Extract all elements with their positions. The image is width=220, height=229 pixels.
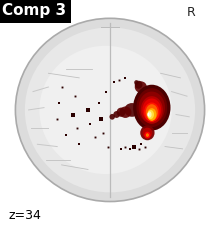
Ellipse shape (144, 132, 150, 139)
Ellipse shape (135, 81, 147, 93)
Ellipse shape (117, 108, 125, 117)
Ellipse shape (110, 114, 115, 120)
Ellipse shape (15, 18, 205, 202)
Ellipse shape (140, 125, 155, 140)
Ellipse shape (146, 104, 158, 120)
Ellipse shape (147, 110, 154, 119)
Text: Comp 3: Comp 3 (2, 3, 66, 19)
Ellipse shape (134, 80, 139, 85)
Ellipse shape (148, 113, 150, 116)
Ellipse shape (146, 133, 149, 137)
Text: R: R (187, 6, 196, 19)
Ellipse shape (141, 96, 163, 124)
Ellipse shape (143, 128, 152, 138)
Ellipse shape (144, 103, 159, 122)
Ellipse shape (147, 108, 156, 121)
Ellipse shape (143, 98, 161, 121)
Ellipse shape (139, 92, 165, 124)
Text: z=34: z=34 (9, 209, 42, 222)
Ellipse shape (136, 88, 167, 127)
Ellipse shape (119, 106, 132, 118)
Ellipse shape (148, 111, 152, 118)
Ellipse shape (113, 111, 120, 118)
Ellipse shape (25, 27, 195, 192)
Ellipse shape (135, 81, 143, 89)
Ellipse shape (39, 46, 172, 174)
Ellipse shape (133, 85, 170, 131)
Ellipse shape (124, 103, 140, 117)
